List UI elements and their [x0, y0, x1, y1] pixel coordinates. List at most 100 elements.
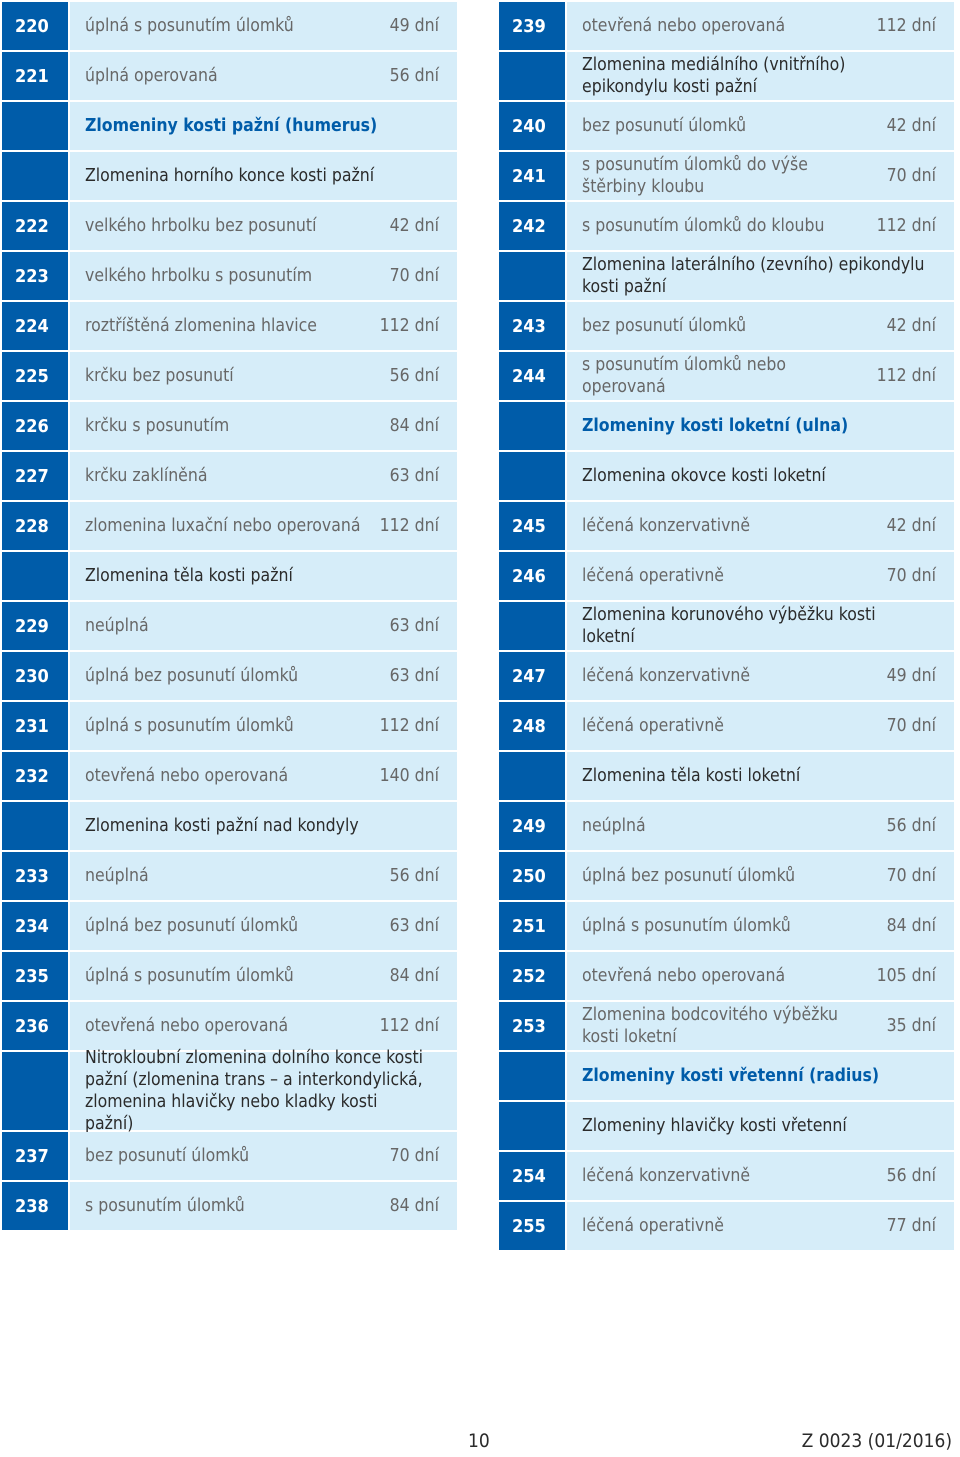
table-row: 251 úplná s posunutím úlomků 84 dní [499, 902, 954, 950]
item-label: s posunutím úlomků do výše štěrbiny klou… [582, 155, 808, 197]
item-cell: úplná bez posunutí úlomků 63 dní [70, 902, 457, 950]
table-row: 221 úplná operovaná 56 dní [2, 52, 457, 100]
item-cell: léčená konzervativně 56 dní [567, 1152, 954, 1200]
item-days: 42 dní [389, 216, 439, 236]
subsection-row: Zlomenina mediálního (vnitřního) epikond… [499, 52, 954, 100]
table-row: 248 léčená operativně 70 dní [499, 702, 954, 750]
item-label: bez posunutí úlomků [582, 316, 747, 336]
item-cell: velkého hrbolku bez posunutí 42 dní [70, 202, 457, 250]
item-cell: léčená operativně 77 dní [567, 1202, 954, 1250]
table-row: 225 krčku bez posunutí 56 dní [2, 352, 457, 400]
table-row: 235 úplná s posunutím úlomků 84 dní [2, 952, 457, 1000]
item-number: 241 [499, 152, 565, 200]
table-row: 242 s posunutím úlomků do kloubu 112 dní [499, 202, 954, 250]
table-row: 254 léčená konzervativně 56 dní [499, 1152, 954, 1200]
table-row: 241 s posunutím úlomků do výše štěrbiny k… [499, 152, 954, 200]
item-label: krčku zaklíněná [85, 466, 208, 486]
item-days: 49 dní [389, 16, 439, 36]
item-days: 49 dní [886, 666, 936, 686]
item-number [499, 52, 565, 100]
item-days: 70 dní [389, 1146, 439, 1166]
table-row: 246 léčená operativně 70 dní [499, 552, 954, 600]
table-row: 234 úplná bez posunutí úlomků 63 dní [2, 902, 457, 950]
table-row: 237 bez posunutí úlomků 70 dní [2, 1132, 457, 1180]
item-number: 231 [2, 702, 68, 750]
table-row: 255 léčená operativně 77 dní [499, 1202, 954, 1250]
item-days: 112 dní [379, 316, 439, 336]
item-cell: neúplná 56 dní [567, 802, 954, 850]
item-days: 140 dní [379, 766, 439, 786]
item-cell: bez posunutí úlomků 70 dní [70, 1132, 457, 1180]
item-label: Zlomenina bodcovitého výběžku kosti loke… [582, 1005, 839, 1047]
item-days: 42 dní [886, 316, 936, 336]
item-number [2, 152, 68, 200]
item-days: 70 dní [886, 166, 936, 186]
item-label: úplná bez posunutí úlomků [85, 916, 299, 936]
item-label: úplná s posunutím úlomků [85, 716, 294, 736]
item-cell: neúplná 63 dní [70, 602, 457, 650]
item-cell: Zlomenina bodcovitého výběžku kosti loke… [567, 1002, 954, 1050]
left-column: 220 úplná s posunutím úlomků 49 dní 221 úpln… [2, 2, 457, 1232]
item-number: 225 [2, 352, 68, 400]
item-cell: léčená operativně 70 dní [567, 552, 954, 600]
subsection-title: Zlomenina těla kosti loketní [582, 766, 801, 786]
table-row: 232 otevřená nebo operovaná 140 dní [2, 752, 457, 800]
item-cell: úplná s posunutím úlomků 112 dní [70, 702, 457, 750]
item-number: 254 [499, 1152, 565, 1200]
item-cell: úplná operovaná 56 dní [70, 52, 457, 100]
item-cell: Nitrokloubní zlomenina dolního konce kos… [70, 1048, 457, 1134]
item-number: 247 [499, 652, 565, 700]
subsection-row: Zlomenina laterálního (zevního) epikondy… [499, 252, 954, 300]
subsection-title: Zlomenina korunového výběžku kosti loket… [582, 605, 876, 647]
item-cell: bez posunutí úlomků 42 dní [567, 102, 954, 150]
page-number: 10 [468, 1430, 490, 1452]
item-cell: Zlomeniny kosti vřetenní (radius) [567, 1052, 954, 1100]
item-cell: Zlomeniny hlavičky kosti vřetenní [567, 1102, 954, 1150]
item-days: 63 dní [389, 466, 439, 486]
item-cell: otevřená nebo operovaná 140 dní [70, 752, 457, 800]
subsection-title: Zlomenina okovce kosti loketní [582, 466, 826, 486]
item-label: otevřená nebo operovaná [85, 1016, 289, 1036]
table-row: 222 velkého hrbolku bez posunutí 42 dní [2, 202, 457, 250]
item-label: otevřená nebo operovaná [85, 766, 289, 786]
item-label: úplná operovaná [85, 66, 218, 86]
item-number: 227 [2, 452, 68, 500]
item-number [499, 1102, 565, 1150]
section-heading: Zlomeniny kosti pažní (humerus) [85, 116, 378, 136]
table-row: 231 úplná s posunutím úlomků 112 dní [2, 702, 457, 750]
item-days: 35 dní [886, 1016, 936, 1036]
item-label: úplná s posunutím úlomků [85, 966, 294, 986]
item-days: 112 dní [379, 516, 439, 536]
item-cell: Zlomenina kosti pažní nad kondyly [70, 802, 457, 850]
item-label: s posunutím úlomků [85, 1196, 245, 1216]
item-number: 244 [499, 352, 565, 400]
item-cell: krčku bez posunutí 56 dní [70, 352, 457, 400]
item-number: 221 [2, 52, 68, 100]
item-number: 245 [499, 502, 565, 550]
item-label: zlomenina luxační nebo operovaná [85, 516, 361, 536]
table-row: 224 roztříštěná zlomenina hlavice 112 dní [2, 302, 457, 350]
form-code: Z 0023 (01/2016) [801, 1430, 952, 1452]
item-cell: úplná s posunutím úlomků 49 dní [70, 2, 457, 50]
item-cell: úplná s posunutím úlomků 84 dní [567, 902, 954, 950]
item-label: velkého hrbolku s posunutím [85, 266, 313, 286]
item-number: 226 [2, 402, 68, 450]
table-row: 227 krčku zaklíněná 63 dní [2, 452, 457, 500]
item-cell: léčená konzervativně 49 dní [567, 652, 954, 700]
item-cell: Zlomeniny kosti pažní (humerus) [70, 102, 457, 150]
table-row: 226 krčku s posunutím 84 dní [2, 402, 457, 450]
item-days: 42 dní [886, 516, 936, 536]
item-number: 235 [2, 952, 68, 1000]
item-days: 42 dní [886, 116, 936, 136]
item-label: bez posunutí úlomků [582, 116, 747, 136]
subsection-title: Zlomenina těla kosti pažní [85, 566, 293, 586]
section-heading: Zlomeniny kosti loketní (ulna) [582, 416, 849, 436]
item-cell: léčená operativně 70 dní [567, 702, 954, 750]
item-label: úplná s posunutím úlomků [582, 916, 791, 936]
table-row: 243 bez posunutí úlomků 42 dní [499, 302, 954, 350]
item-label: léčená operativně [582, 1216, 724, 1236]
item-days: 70 dní [389, 266, 439, 286]
table-row: 252 otevřená nebo operovaná 105 dní [499, 952, 954, 1000]
table-row: 229 neúplná 63 dní [2, 602, 457, 650]
item-days: 70 dní [886, 866, 936, 886]
